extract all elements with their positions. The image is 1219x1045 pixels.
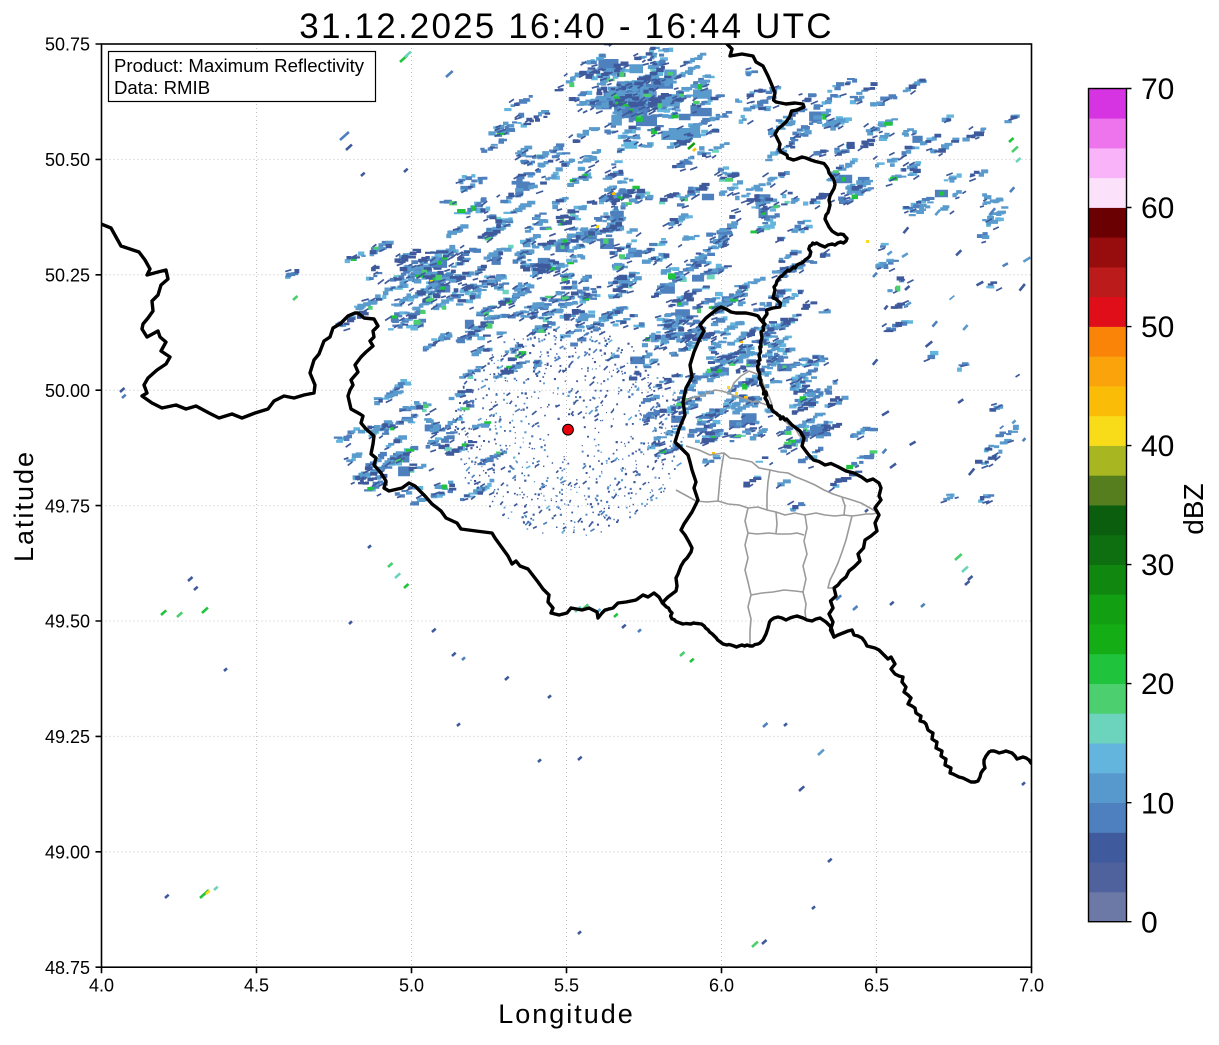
svg-text:50.50: 50.50 — [45, 150, 90, 170]
svg-text:10: 10 — [1141, 787, 1174, 820]
svg-text:49.25: 49.25 — [45, 727, 90, 747]
svg-text:40: 40 — [1141, 430, 1174, 463]
svg-text:50.00: 50.00 — [45, 381, 90, 401]
svg-text:4.0: 4.0 — [89, 976, 114, 996]
svg-text:Latitude: Latitude — [9, 450, 39, 562]
svg-text:dBZ: dBZ — [1178, 483, 1209, 534]
svg-text:7.0: 7.0 — [1019, 976, 1044, 996]
svg-text:20: 20 — [1141, 668, 1174, 701]
svg-text:49.75: 49.75 — [45, 496, 90, 516]
svg-text:0: 0 — [1141, 906, 1158, 939]
svg-text:5.0: 5.0 — [399, 976, 424, 996]
svg-text:6.0: 6.0 — [709, 976, 734, 996]
svg-text:49.50: 49.50 — [45, 612, 90, 632]
svg-text:Product: Maximum Reflectivity: Product: Maximum Reflectivity — [114, 55, 365, 76]
svg-text:Longitude: Longitude — [498, 999, 635, 1029]
svg-text:48.75: 48.75 — [45, 958, 90, 978]
svg-text:31.12.2025 16:40 - 16:44 UTC: 31.12.2025 16:40 - 16:44 UTC — [299, 7, 833, 46]
svg-text:50.75: 50.75 — [45, 35, 90, 55]
svg-text:4.5: 4.5 — [244, 976, 269, 996]
svg-text:30: 30 — [1141, 549, 1174, 582]
svg-text:49.00: 49.00 — [45, 843, 90, 863]
svg-text:6.5: 6.5 — [864, 976, 889, 996]
svg-text:50.25: 50.25 — [45, 266, 90, 286]
svg-text:70: 70 — [1141, 73, 1174, 106]
svg-text:50: 50 — [1141, 311, 1174, 344]
svg-text:60: 60 — [1141, 192, 1174, 225]
svg-text:Data: RMIB: Data: RMIB — [114, 77, 210, 98]
svg-text:5.5: 5.5 — [554, 976, 579, 996]
